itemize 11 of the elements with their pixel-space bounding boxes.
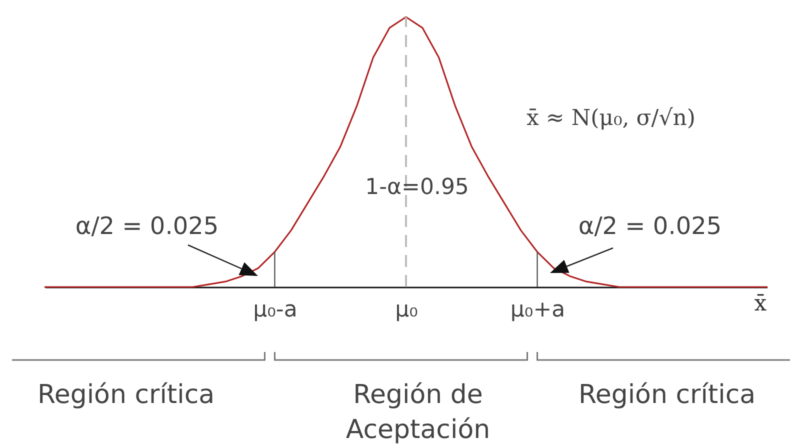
x-tick-label: μ₀ [395, 298, 418, 322]
x-tick-label: μ₀+a [510, 298, 566, 322]
text: Región de Aceptación [346, 380, 490, 445]
x-axis-title: x̄ [754, 292, 768, 316]
text: Región crítica [578, 380, 756, 410]
annotation: 1-α=0.95 [365, 175, 469, 200]
text: Región crítica [37, 380, 215, 410]
annotation: α/2 = 0.025 [75, 212, 219, 240]
x-tick-label: μ₀-a [253, 298, 298, 322]
annotation: α/2 = 0.025 [578, 212, 722, 240]
annotation: x̄ ≈ N(μ₀, σ/√n) [526, 106, 696, 131]
